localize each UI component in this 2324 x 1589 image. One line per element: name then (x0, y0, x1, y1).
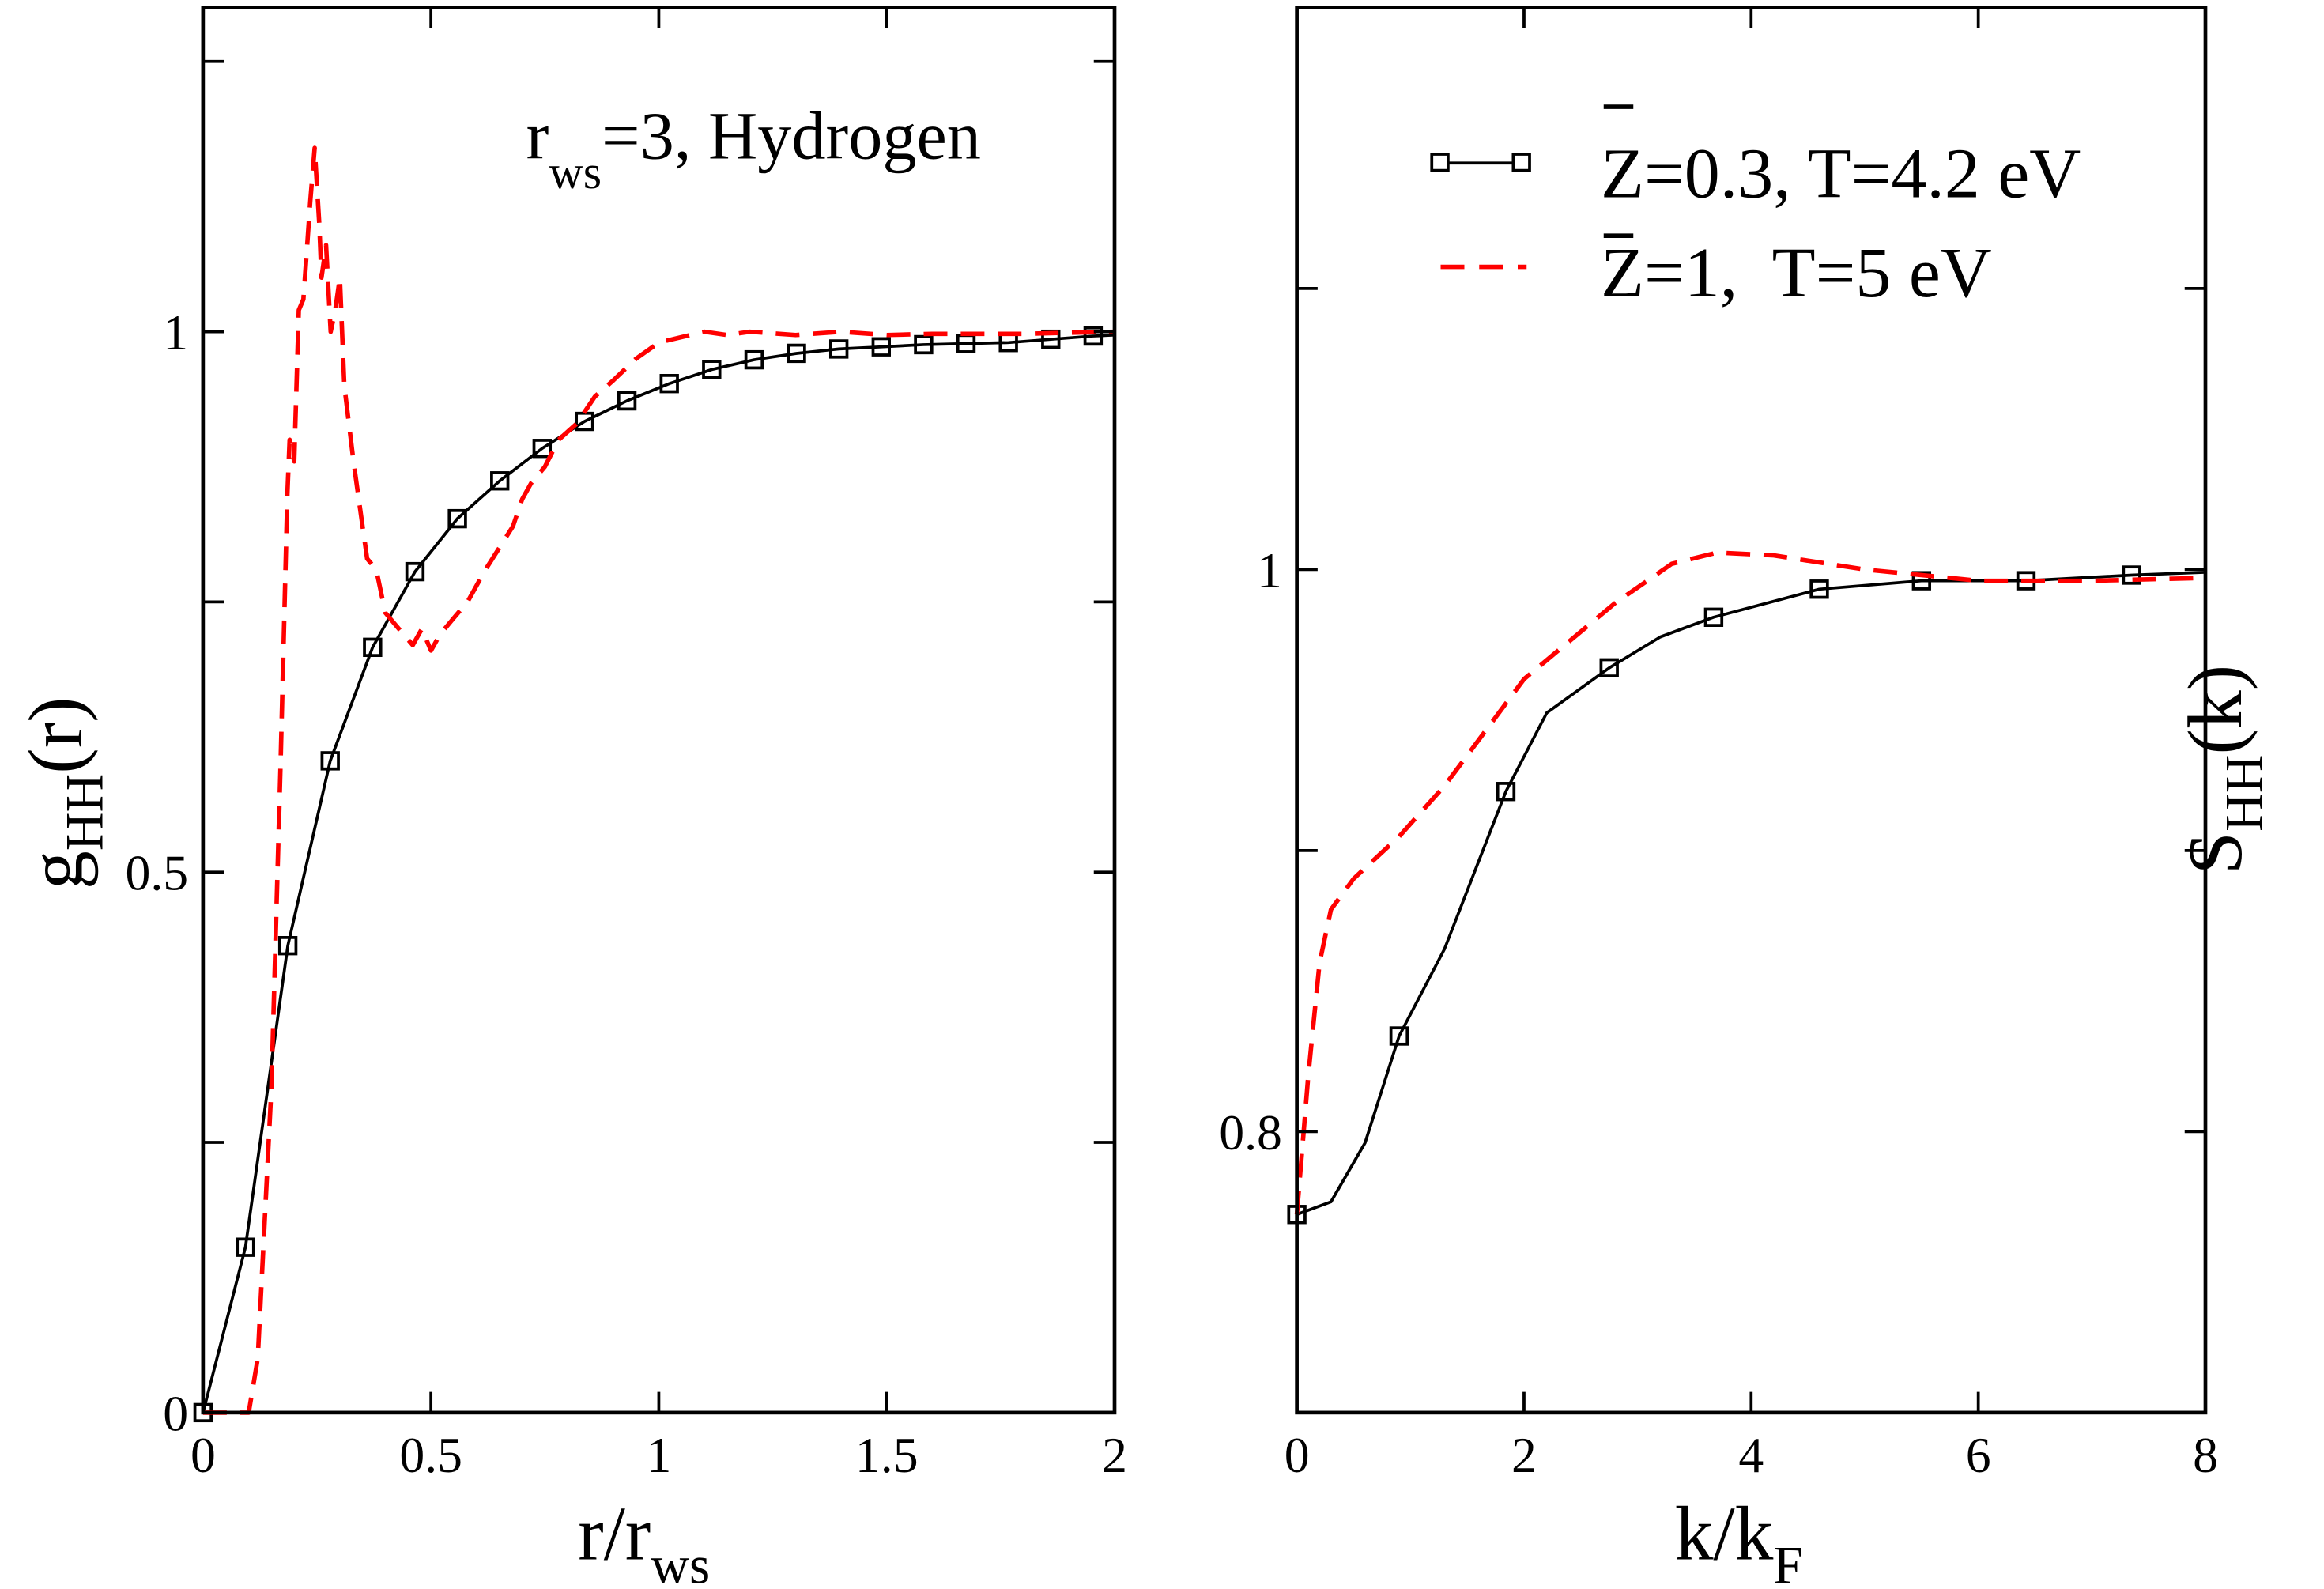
x-tick-label: 4 (1738, 1427, 1764, 1483)
series-line-2 (1294, 550, 2206, 1215)
data-point-marker (1496, 782, 1516, 802)
x-tick-label: 1 (647, 1427, 672, 1483)
data-point-marker (277, 936, 298, 956)
right-ylabel: SHH(k) (2173, 665, 2273, 874)
data-point-marker (363, 637, 383, 658)
left-ylabel: gHH(r) (13, 696, 114, 889)
data-point-marker (490, 471, 510, 491)
y-tick-label: 1 (1257, 542, 1282, 598)
legend-swatch-series1 (1430, 153, 1531, 172)
x-tick-label: 8 (2193, 1427, 2218, 1483)
left-plot-gHH: 0 0.5 1 1.5 2 0 0.5 1 (125, 6, 1127, 1483)
x-tick-label: 0 (191, 1427, 216, 1483)
series-line-2 (202, 145, 1115, 1415)
y-tick-label: 0 (163, 1385, 188, 1441)
data-point-marker (1703, 607, 1724, 627)
y-tick-label: 0.5 (125, 845, 188, 901)
data-point-marker (1083, 326, 1104, 346)
legend-label-series2: Z=1, T=5 eV (1601, 234, 1992, 312)
data-point-marker (1809, 579, 1829, 599)
data-point-marker (744, 349, 764, 370)
data-point-marker (320, 751, 340, 771)
plot-frame (201, 6, 1117, 1415)
data-point-marker (659, 374, 679, 394)
data-point-marker (532, 439, 553, 459)
data-point-marker (447, 508, 467, 529)
x-tick-label: 2 (1102, 1427, 1127, 1483)
x-tick-label: 0 (1285, 1427, 1310, 1483)
left-xlabel: r/rws (578, 1492, 710, 1589)
data-point-marker (2122, 565, 2141, 585)
data-point-marker (617, 391, 637, 411)
data-point-marker (787, 343, 806, 364)
data-point-marker (828, 339, 849, 359)
data-point-marker (914, 334, 934, 355)
x-tick-label: 6 (1966, 1427, 1991, 1483)
y-tick-label: 0.8 (1219, 1104, 1282, 1161)
series-line-1 (1296, 571, 2206, 1216)
data-point-marker (1389, 1026, 1409, 1046)
right-plot-SHH: 0 2 4 6 8 0.8 1 (1219, 6, 2218, 1483)
data-point-marker (1599, 658, 1619, 677)
x-tick-label: 0.5 (399, 1427, 462, 1483)
right-xlabel: k/kF (1675, 1492, 1803, 1589)
data-point-marker (405, 561, 425, 582)
data-point-marker (871, 337, 891, 357)
x-tick-label: 2 (1511, 1427, 1537, 1483)
series-line-1 (202, 333, 1115, 1413)
x-tick-label: 1.5 (855, 1427, 919, 1483)
annotation-rws-hydrogen: rws=3, Hydrogen (526, 98, 981, 199)
legend-label-series1: Z=0.3, T=4.2 eV (1601, 134, 2081, 213)
legend: Z=0.3, T=4.2 eV Z=1, T=5 eV (1430, 104, 2081, 312)
data-point-marker (1911, 571, 1932, 591)
plot-frame (1295, 6, 2208, 1415)
y-tick-label: 1 (163, 304, 188, 360)
data-point-marker (702, 360, 722, 379)
data-point-marker (236, 1237, 255, 1257)
